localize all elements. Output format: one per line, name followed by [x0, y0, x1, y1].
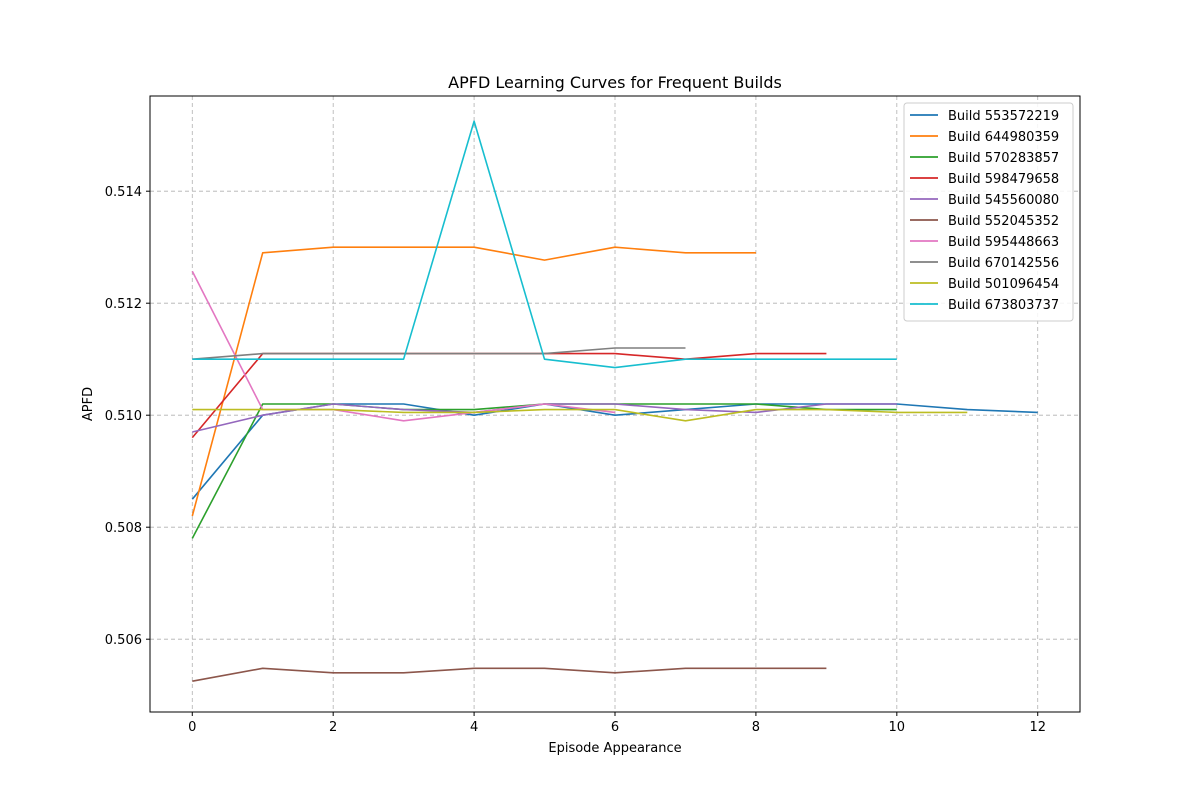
legend-entry: Build 552045352 [948, 214, 1059, 229]
series-line [192, 408, 968, 422]
legend-entry: Build 670142556 [948, 256, 1059, 271]
series-line [192, 120, 897, 369]
series-line [192, 667, 827, 682]
legend-entry: Build 598479658 [948, 172, 1059, 187]
x-tick-label: 4 [470, 720, 478, 735]
y-tick-label: 0.510 [105, 409, 142, 424]
x-tick-label: 8 [752, 720, 760, 735]
x-ticks: 0 2 4 6 8 10 12 [188, 712, 1046, 735]
y-tick-label: 0.506 [105, 633, 142, 648]
series-lines [191, 120, 1038, 682]
legend-box [903, 102, 1074, 322]
series-line [191, 246, 756, 517]
y-ticks: 0.506 0.508 0.510 0.512 0.514 [105, 185, 150, 648]
x-tick-label: 2 [329, 720, 337, 735]
legend-entry: Build 595448663 [948, 235, 1059, 250]
y-axis-label: APFD [81, 387, 96, 421]
legend: Build 553572219 Build 644980359 Build 5702… [903, 102, 1074, 322]
legend-entry: Build 644980359 [948, 130, 1059, 145]
legend-entry: Build 673803737 [948, 298, 1059, 313]
series-line [192, 347, 686, 360]
legend-entry: Build 501096454 [948, 277, 1059, 292]
x-tick-label: 6 [611, 720, 619, 735]
y-tick-label: 0.514 [105, 185, 142, 200]
legend-entry: Build 570283857 [948, 151, 1059, 166]
chart-title: APFD Learning Curves for Frequent Builds [448, 73, 782, 92]
legend-entry: Build 553572219 [948, 109, 1059, 124]
x-tick-label: 12 [1029, 720, 1046, 735]
x-axis-label: Episode Appearance [548, 741, 681, 756]
x-tick-label: 10 [889, 720, 906, 735]
legend-entry: Build 545560080 [948, 193, 1059, 208]
x-tick-label: 0 [188, 720, 196, 735]
y-tick-label: 0.512 [105, 297, 142, 312]
y-tick-label: 0.508 [105, 521, 142, 536]
